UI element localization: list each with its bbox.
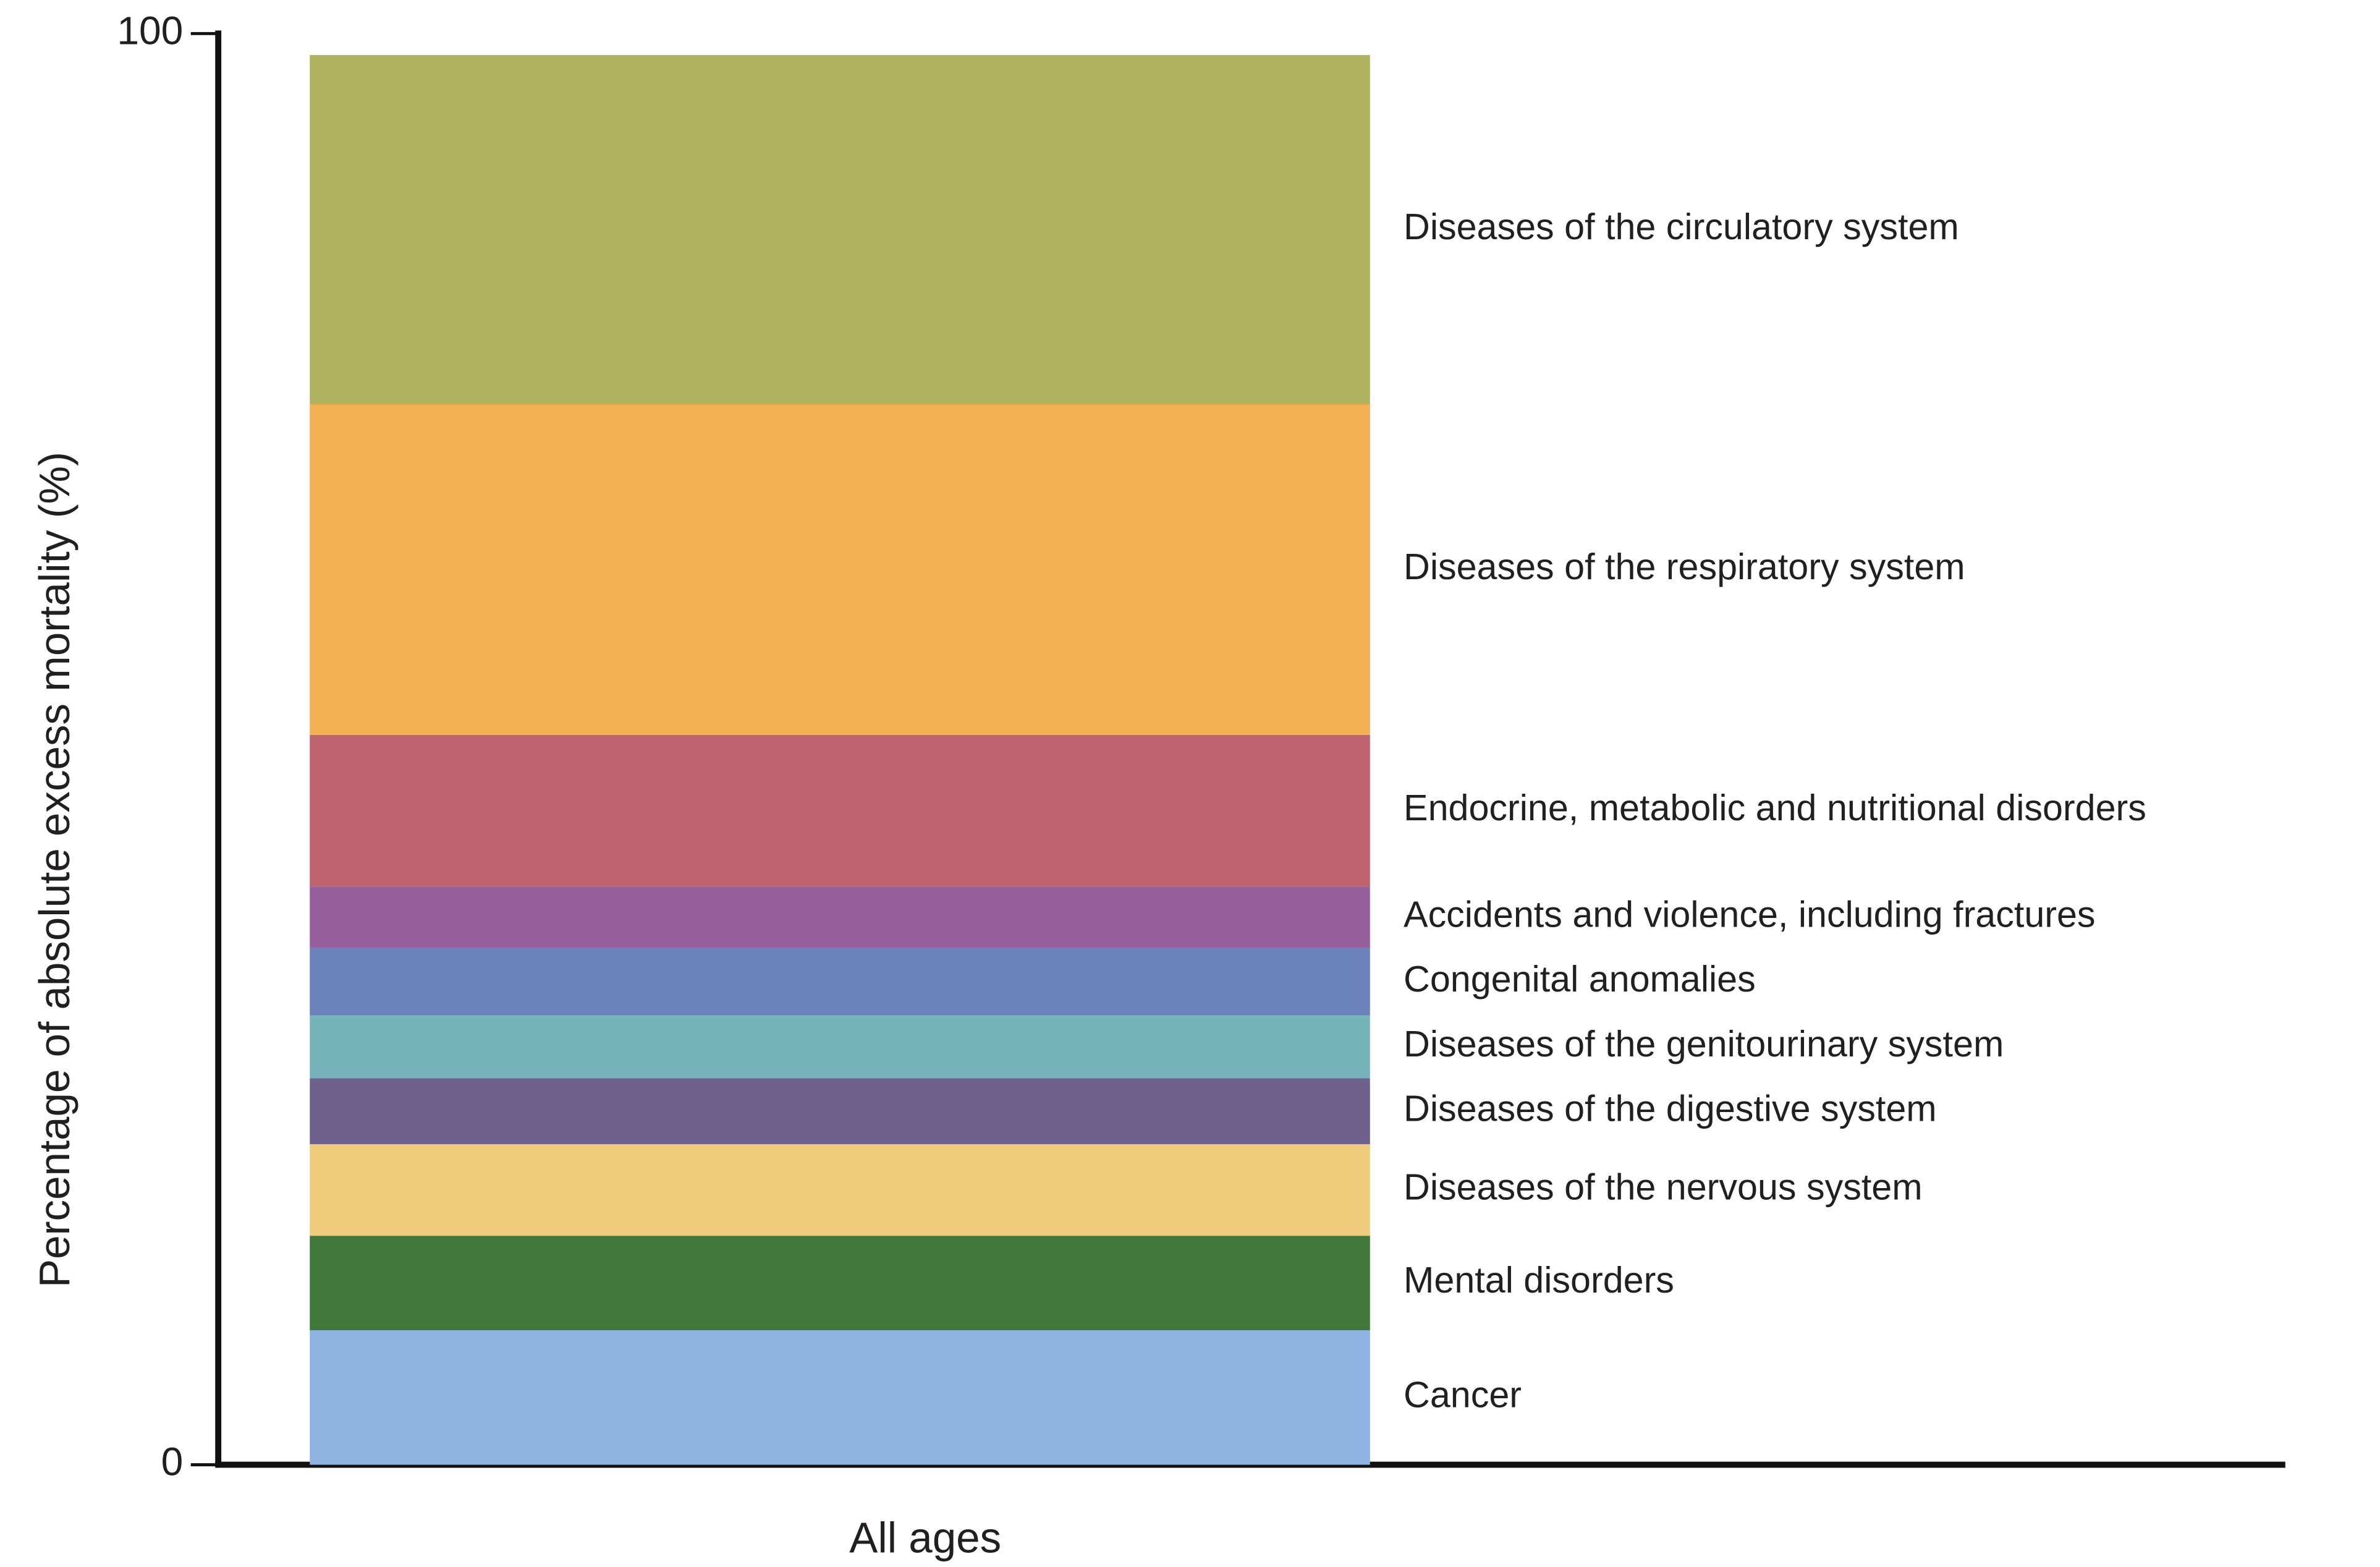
bar-segment — [310, 1078, 1370, 1144]
bar-segment — [310, 1015, 1370, 1079]
bar-segment — [310, 404, 1370, 735]
segment-label: Diseases of the respiratory system — [1404, 546, 1965, 587]
segment-label: Diseases of the genitourinary system — [1404, 1023, 2004, 1064]
bar-segment — [310, 55, 1370, 404]
segment-label: Accidents and violence, including fractu… — [1404, 894, 2096, 935]
segment-label: Diseases of the circulatory system — [1404, 206, 1959, 247]
y-axis-title: Percentage of absolute excess mortality … — [30, 452, 78, 1288]
segment-label: Diseases of the nervous system — [1404, 1166, 1923, 1208]
segment-label: Cancer — [1404, 1374, 1522, 1415]
bar-segment — [310, 1330, 1370, 1465]
segment-label: Diseases of the digestive system — [1404, 1087, 1937, 1129]
segment-label: Endocrine, metabolic and nutritional dis… — [1404, 787, 2146, 828]
segment-label: Mental disorders — [1404, 1259, 1674, 1301]
bar-segment — [310, 886, 1370, 948]
bar-segment — [310, 1236, 1370, 1330]
bar-segment — [310, 734, 1370, 887]
x-tick-label: All ages — [849, 1513, 1001, 1561]
segment-label: Congenital anomalies — [1404, 958, 1756, 1000]
bar-segment — [310, 948, 1370, 1016]
y-tick-label: 0 — [161, 1440, 184, 1484]
bar-segment — [310, 1144, 1370, 1236]
y-tick-label: 100 — [117, 8, 183, 53]
